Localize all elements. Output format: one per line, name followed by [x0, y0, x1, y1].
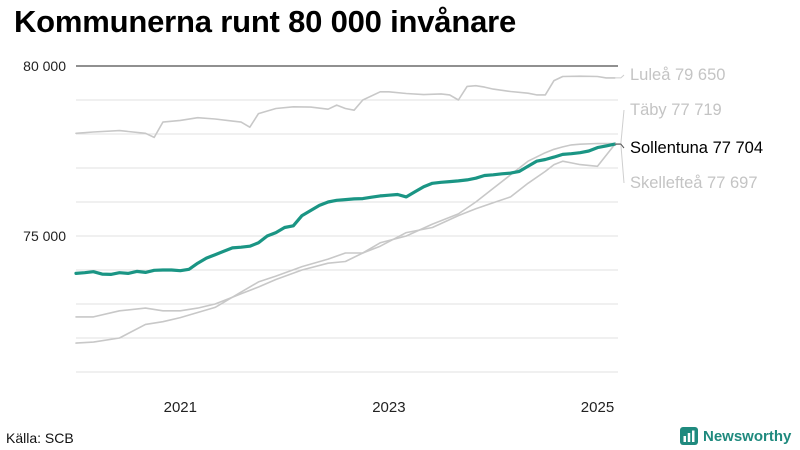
end-label-lule-: Luleå 79 650 [630, 66, 725, 84]
leader-line [614, 74, 625, 79]
y-axis-labels: 75 000 80 000 [23, 58, 66, 244]
series-lines [74, 75, 617, 344]
x-tick-label: 2025 [581, 399, 614, 416]
end-label-sollentuna: Sollentuna 77 704 [630, 139, 763, 157]
series-line-skellefte- [75, 143, 616, 344]
newsworthy-logo[interactable]: Newsworthy [680, 427, 791, 445]
series-line-t-by [75, 142, 616, 318]
x-tick-label: 2023 [372, 399, 405, 416]
y-tick-label: 75 000 [23, 228, 66, 244]
chart-bars-icon [680, 427, 698, 445]
x-tick-label: 2021 [164, 399, 197, 416]
chart-title: Kommunerna runt 80 000 invånare [14, 4, 517, 39]
leader-line [614, 143, 625, 149]
end-label-skellefte-: Skellefteå 77 697 [630, 174, 758, 192]
brand-name: Newsworthy [703, 427, 792, 445]
end-label-t-by: Täby 77 719 [630, 101, 722, 119]
leader-line [614, 109, 625, 145]
y-tick-label: 80 000 [23, 58, 66, 74]
gridlines [76, 65, 618, 373]
source-label: Källa: SCB [6, 430, 74, 446]
leader-line [614, 143, 625, 184]
series-line-sollentuna [74, 142, 617, 276]
series-end-labels: Luleå 79 650 Täby 77 719 Skellefteå 77 697… [614, 66, 763, 192]
series-line-lule- [75, 75, 616, 139]
x-axis-labels: 2021 2023 2025 [164, 399, 615, 416]
